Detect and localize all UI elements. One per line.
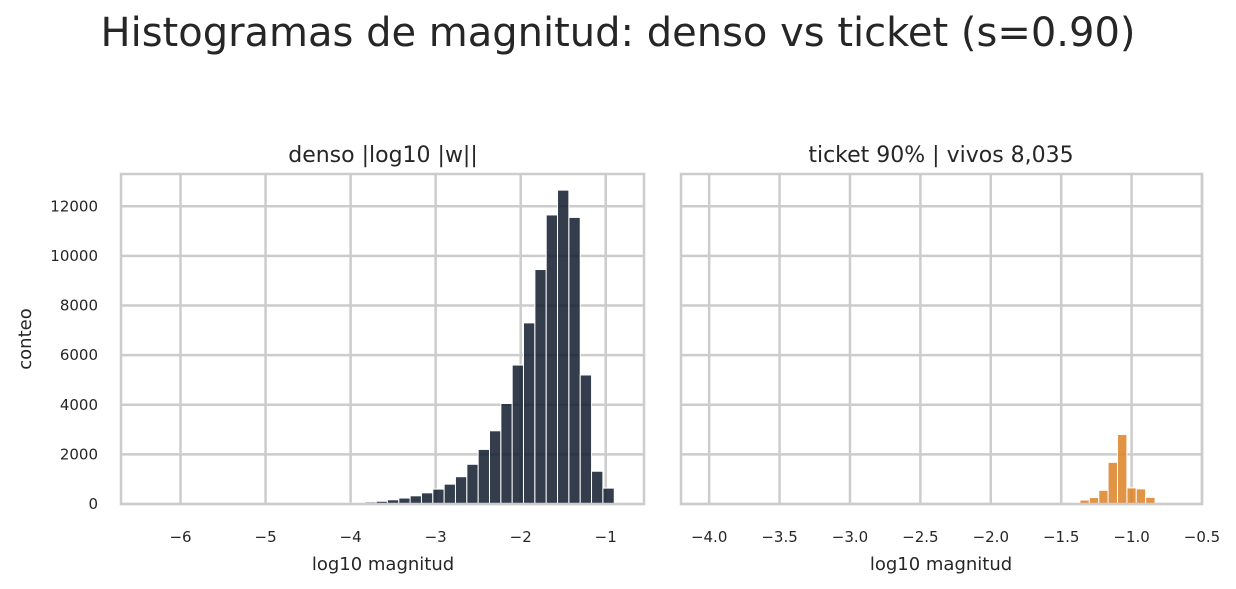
left-panel-xtick-label: −3 <box>425 528 447 546</box>
left-panel-ytick-label: 6000 <box>60 346 98 364</box>
left-panel-histogram-bar <box>443 483 456 505</box>
right-panel-frame <box>679 172 1204 506</box>
left-panel-ytick-label: 10000 <box>50 247 98 265</box>
left-panel-xtick-label: −4 <box>340 528 362 546</box>
left-panel-ylabel: conteo <box>15 308 36 369</box>
right-panel-xtick-label: −4.0 <box>691 528 727 546</box>
right-panel-histogram-bar <box>1135 488 1147 505</box>
left-panel-histogram-bar <box>579 374 593 505</box>
right-panel-histogram-bar <box>1126 487 1137 505</box>
left-panel-histogram-bar <box>466 463 479 505</box>
right-panel-xtick-label: −3.0 <box>832 528 868 546</box>
right-panel-xtick-label: −0.5 <box>1184 528 1220 546</box>
left-panel-histogram-bar <box>568 216 581 505</box>
left-panel-histogram-bar <box>477 448 491 505</box>
left-panel-histogram-bar <box>522 322 536 505</box>
left-panel-frame <box>119 172 646 506</box>
right-panel-bars <box>1060 434 1166 505</box>
left-panel-histogram-bar <box>602 487 615 505</box>
left-panel-histogram-bar <box>488 430 502 505</box>
left-panel-xtick-label: −1 <box>595 528 617 546</box>
right-panel-histogram-bar <box>1098 489 1109 505</box>
left-panel-histogram-bar <box>557 189 570 505</box>
left-panel-xlabel: log10 magnitud <box>312 554 454 575</box>
right-panel-xtick-label: −2.0 <box>973 528 1009 546</box>
right-panel-histogram-bar <box>1107 461 1118 505</box>
left-panel-histogram-bar <box>511 364 525 505</box>
right-panel-histogram-bar <box>1117 434 1128 505</box>
left-panel-ytick-label: 0 <box>88 495 98 513</box>
right-panel-xtick-label: −2.5 <box>902 528 938 546</box>
left-panel-bars <box>137 189 615 505</box>
left-panel-histogram-bar <box>432 488 445 505</box>
right-panel-title: ticket 90% | vivos 8,035 <box>808 143 1073 168</box>
left-panel-ytick-label: 8000 <box>60 297 98 315</box>
left-panel-xtick-label: −2 <box>510 528 532 546</box>
right-panel-xticks: −4.0 −3.5 −3.0 −2.5 −2.0 −1.5 −1.0 −0.5 <box>691 528 1220 546</box>
right-panel-xtick-label: −1.5 <box>1043 528 1079 546</box>
right-panel-xtick-label: −1.0 <box>1113 528 1149 546</box>
left-panel-histogram-bar <box>454 476 468 505</box>
left-panel-yticks: 0 2000 4000 6000 8000 10000 12000 <box>50 197 98 513</box>
left-panel-xtick-label: −6 <box>169 528 191 546</box>
left-panel-ytick-label: 4000 <box>60 396 98 414</box>
left-panel-xtick-label: −5 <box>255 528 277 546</box>
left-panel-histogram-bar <box>591 470 604 505</box>
left-panel-histogram-bar <box>545 214 559 505</box>
left-panel-histogram-bar <box>534 269 547 505</box>
left-panel-histogram-bar <box>500 403 513 505</box>
figure-suptitle: Histogramas de magnitud: denso vs ticket… <box>101 10 1136 56</box>
right-panel: ticket 90% | vivos 8,035 −4.0 −3.5 −3.0 −2.… <box>679 143 1220 575</box>
left-panel-title: denso |log10 |w|| <box>288 143 478 168</box>
right-panel-xlabel: log10 magnitud <box>870 554 1012 575</box>
left-panel-xticks: −6 −5 −4 −3 −2 −1 <box>169 528 616 546</box>
left-panel-histogram-bar <box>420 492 434 505</box>
right-panel-xtick-label: −3.5 <box>761 528 797 546</box>
left-panel-ytick-label: 2000 <box>60 445 98 463</box>
left-panel-ytick-label: 12000 <box>50 197 98 215</box>
left-panel: denso |log10 |w|| −6 −5 −4 −3 −2 −1 0 2000 4000… <box>15 143 646 575</box>
